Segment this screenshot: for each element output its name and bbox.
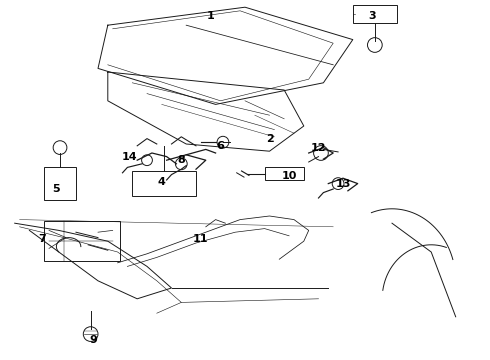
Text: 3: 3 (368, 11, 376, 21)
Text: 8: 8 (177, 155, 185, 165)
Text: 2: 2 (266, 134, 273, 144)
Text: 10: 10 (281, 171, 297, 181)
Text: 5: 5 (52, 184, 60, 194)
Text: 9: 9 (89, 335, 97, 345)
Text: 7: 7 (38, 234, 46, 244)
Text: 6: 6 (217, 141, 224, 151)
Bar (353, 5, 397, 23)
Text: 11: 11 (193, 234, 209, 244)
Text: 14: 14 (122, 152, 138, 162)
Text: 1: 1 (207, 11, 215, 21)
Bar (44, 167, 76, 200)
Bar (44, 221, 120, 261)
Text: 4: 4 (158, 177, 166, 187)
Bar (265, 167, 304, 180)
Bar (132, 171, 196, 196)
Text: 12: 12 (311, 143, 326, 153)
Text: 13: 13 (335, 179, 351, 189)
